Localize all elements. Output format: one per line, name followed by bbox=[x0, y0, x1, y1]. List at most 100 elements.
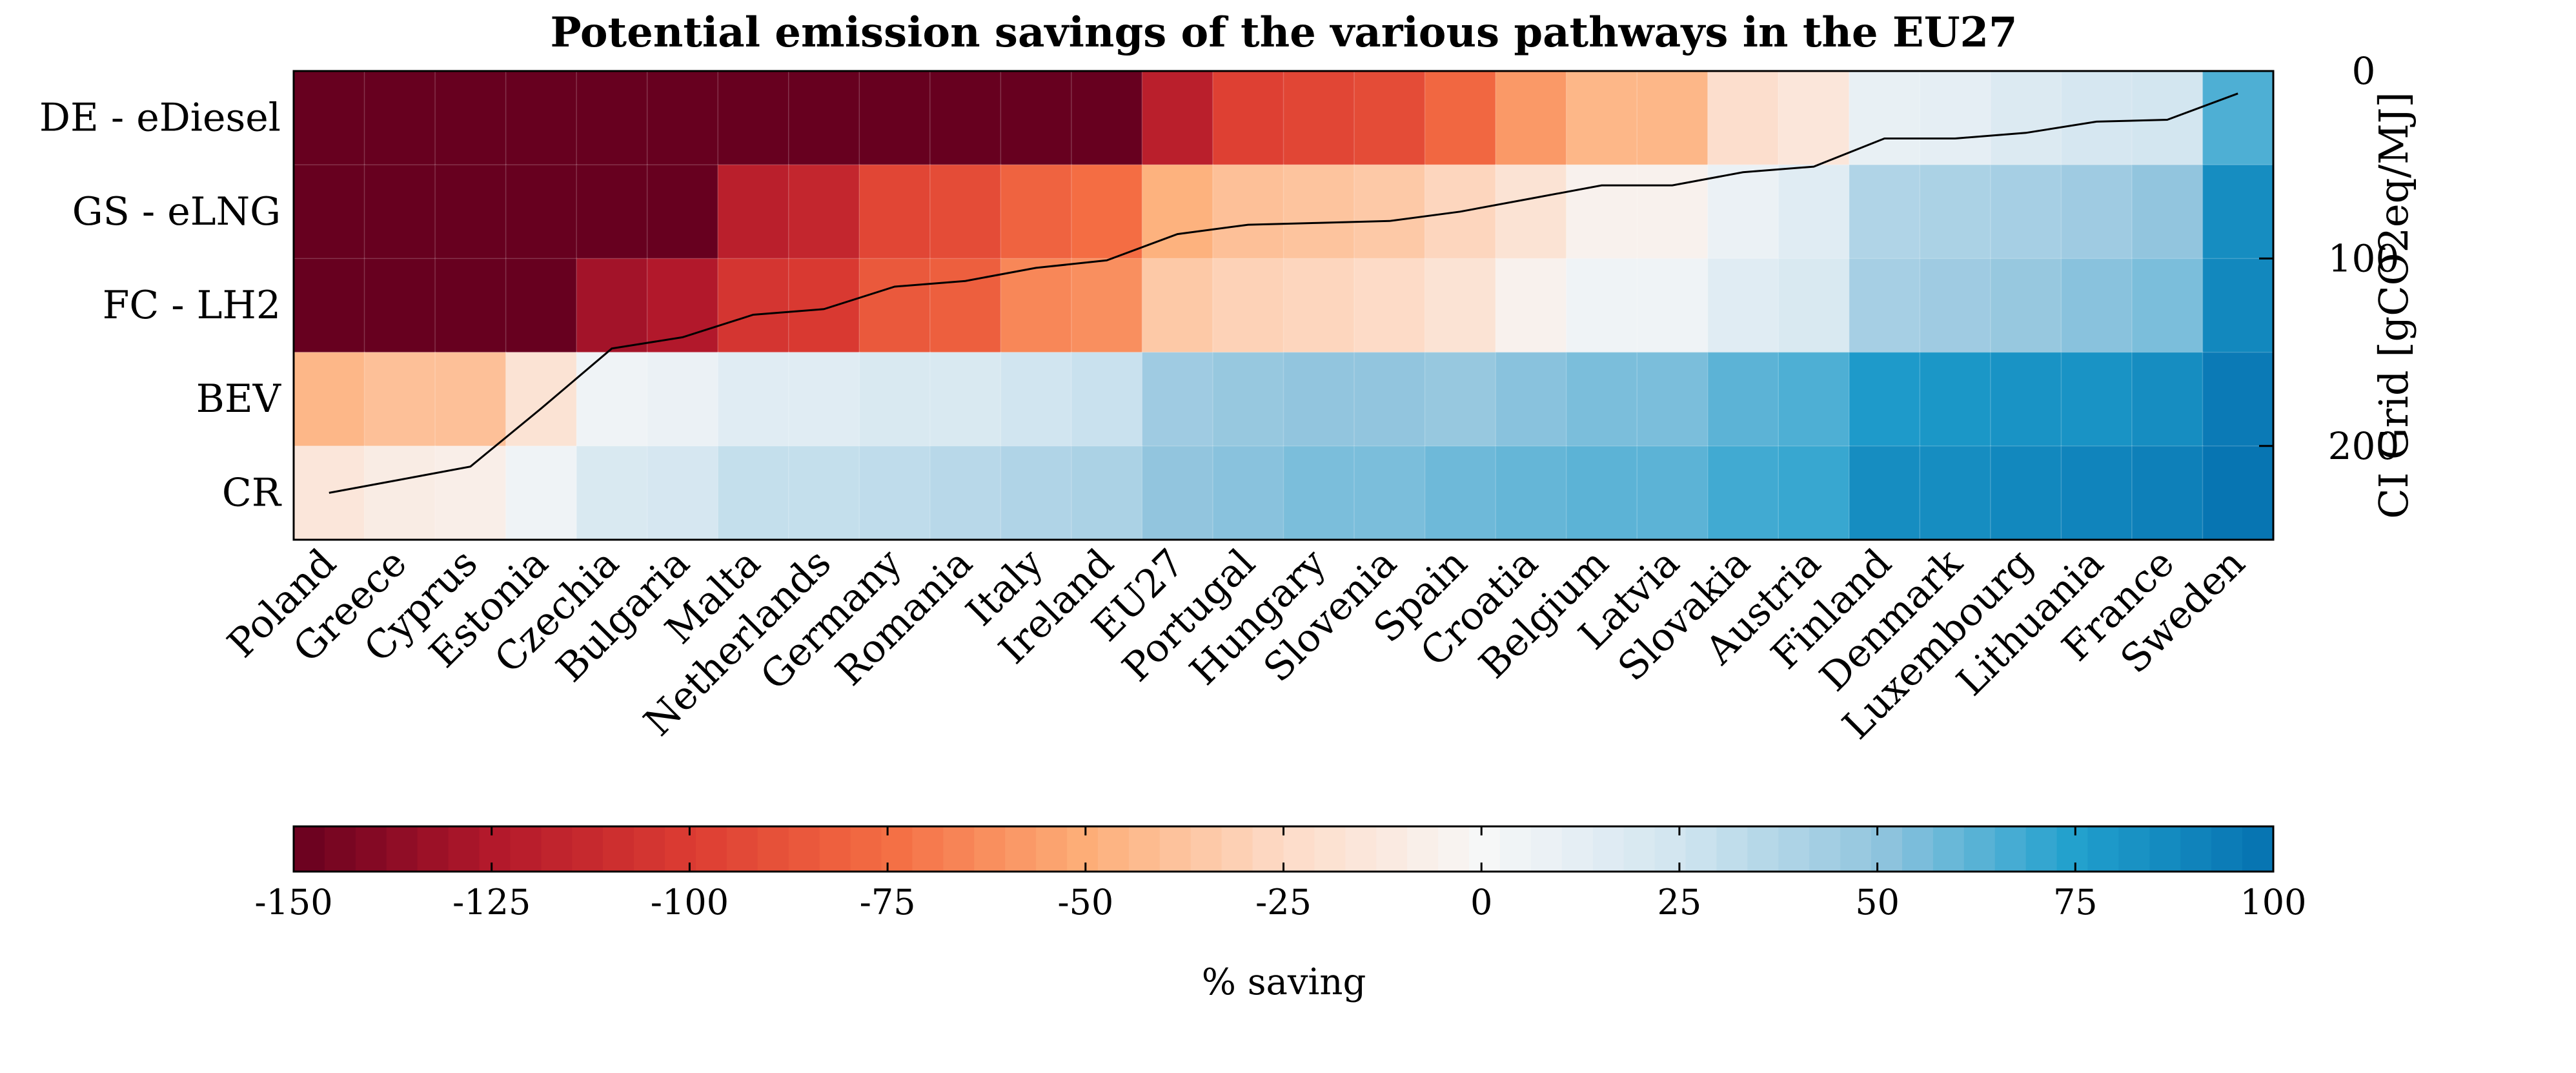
heatmap-cell bbox=[788, 70, 860, 166]
heatmap-cell bbox=[363, 351, 436, 447]
colorbar-segment bbox=[1592, 826, 1625, 872]
colorbar-segment bbox=[1685, 826, 1717, 872]
heatmap-cell bbox=[717, 164, 790, 260]
heatmap-cell bbox=[1707, 351, 1780, 447]
heatmap-cell bbox=[929, 258, 1002, 353]
colorbar-segment bbox=[1871, 826, 1903, 872]
column-labels: PolandGreeceCyprusEstoniaCzechiaBulgaria… bbox=[219, 540, 2254, 748]
heatmap-cell bbox=[576, 70, 649, 166]
ci-grid-tick-label: 100 bbox=[2328, 236, 2400, 280]
heatmap-cell bbox=[1990, 258, 2062, 353]
colorbar-segment bbox=[1376, 826, 1408, 872]
colorbar-segment bbox=[1932, 826, 1965, 872]
heatmap-cell bbox=[717, 70, 790, 166]
heatmap-cell bbox=[1707, 70, 1780, 166]
colorbar-segment bbox=[1314, 826, 1346, 872]
ci-grid-line-group bbox=[329, 92, 2238, 494]
colorbar-segment bbox=[1499, 826, 1532, 872]
heatmap-cell bbox=[1071, 351, 1143, 447]
heatmap-cell bbox=[1565, 70, 1638, 166]
colorbar-segment bbox=[1190, 826, 1222, 872]
heatmap-cell bbox=[576, 258, 649, 353]
colorbar-segment bbox=[1407, 826, 1439, 872]
heatmap-cells bbox=[293, 70, 2275, 541]
heatmap-cell bbox=[2131, 445, 2204, 541]
colorbar-segment bbox=[1994, 826, 2027, 872]
heatmap-cell bbox=[1778, 258, 1851, 353]
heatmap-cell bbox=[1636, 351, 1709, 447]
heatmap-cell bbox=[646, 70, 719, 166]
heatmap-cell bbox=[1283, 70, 1355, 166]
heatmap-cell bbox=[646, 351, 719, 447]
heatmap-cell bbox=[1919, 258, 1992, 353]
heatmap-cell bbox=[1849, 70, 1921, 166]
heatmap-cell bbox=[576, 351, 649, 447]
heatmap-cell bbox=[363, 70, 436, 166]
heatmap-cell bbox=[1071, 445, 1143, 541]
colorbar-segment bbox=[355, 826, 387, 872]
heatmap-cell bbox=[434, 351, 507, 447]
colorbar-segment bbox=[541, 826, 573, 872]
colorbar-segment bbox=[2149, 826, 2181, 872]
heatmap-cell bbox=[1071, 258, 1143, 353]
colorbar-segment bbox=[974, 826, 1006, 872]
colorbar-tick-label: 0 bbox=[1470, 882, 1492, 923]
colorbar bbox=[294, 826, 2274, 872]
heatmap-cell bbox=[1636, 445, 1709, 541]
heatmap-cell bbox=[1354, 70, 1426, 166]
heatmap-cell bbox=[788, 258, 860, 353]
heatmap-cell bbox=[1424, 258, 1497, 353]
colorbar-segment bbox=[726, 826, 758, 872]
heatmap-cell bbox=[1141, 164, 1214, 260]
colorbar-segment bbox=[881, 826, 913, 872]
heatmap-cell bbox=[363, 164, 436, 260]
heatmap-cell bbox=[1495, 164, 1568, 260]
heatmap-cell bbox=[434, 164, 507, 260]
colorbar-segment bbox=[510, 826, 542, 872]
colorbar-segment bbox=[2118, 826, 2150, 872]
heatmap-cell bbox=[1990, 351, 2062, 447]
heatmap-cell bbox=[2131, 351, 2204, 447]
colorbar-segment bbox=[1097, 826, 1130, 872]
heatmap-cell bbox=[1354, 445, 1426, 541]
colorbar-tick-label: 100 bbox=[2240, 882, 2306, 923]
heatmap-cell bbox=[1636, 258, 1709, 353]
heatmap-cell bbox=[788, 164, 860, 260]
colorbar-segment bbox=[1530, 826, 1563, 872]
heatmap-cell bbox=[1707, 164, 1780, 260]
heatmap-cell bbox=[2060, 164, 2133, 260]
heatmap-cell bbox=[1000, 351, 1073, 447]
heatmap-cell bbox=[1354, 258, 1426, 353]
heatmap-cell bbox=[2202, 258, 2275, 353]
heatmap-cell bbox=[1212, 70, 1284, 166]
heatmap-cell bbox=[2131, 70, 2204, 166]
heatmap-cell bbox=[1000, 70, 1073, 166]
heatmap-cell bbox=[505, 258, 578, 353]
colorbar-segment bbox=[2180, 826, 2212, 872]
heatmap-cell bbox=[1212, 164, 1284, 260]
heatmap-cell bbox=[1565, 351, 1638, 447]
colorbar-segment bbox=[2056, 826, 2089, 872]
colorbar-segment bbox=[695, 826, 727, 872]
colorbar-segment bbox=[1902, 826, 1934, 872]
heatmap-cell bbox=[363, 258, 436, 353]
heatmap-cell bbox=[1212, 258, 1284, 353]
heatmap-cell bbox=[717, 258, 790, 353]
colorbar-segment bbox=[819, 826, 851, 872]
heatmap-cell bbox=[293, 70, 365, 166]
colorbar-segment bbox=[2025, 826, 2058, 872]
colorbar-segment bbox=[324, 826, 356, 872]
heatmap-cell bbox=[2060, 351, 2133, 447]
heatmap-cell bbox=[1919, 164, 1992, 260]
heatmap-cell bbox=[2202, 164, 2275, 260]
heatmap-cell bbox=[788, 351, 860, 447]
heatmap-cell bbox=[717, 445, 790, 541]
colorbar-segment bbox=[1561, 826, 1594, 872]
heatmap-cell bbox=[505, 445, 578, 541]
heatmap-cell bbox=[1212, 351, 1284, 447]
heatmap-cell bbox=[1283, 164, 1355, 260]
heatmap-cell bbox=[1000, 258, 1073, 353]
colorbar-segment bbox=[1809, 826, 1841, 872]
colorbar-segment bbox=[1221, 826, 1253, 872]
heatmap-cell bbox=[1141, 258, 1214, 353]
